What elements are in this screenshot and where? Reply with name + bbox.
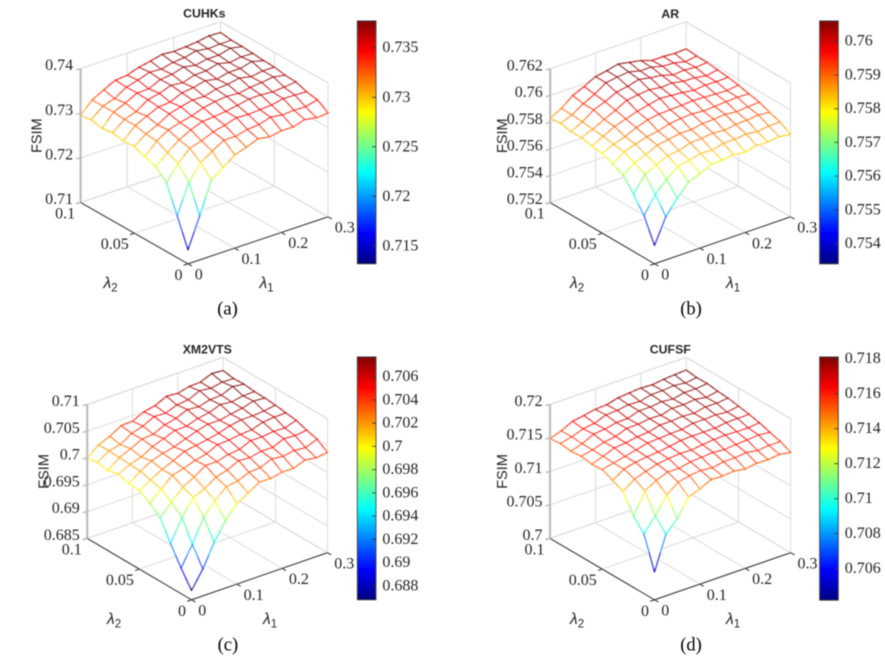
svg-text:0.756: 0.756 [507, 138, 543, 155]
svg-text:0.76: 0.76 [845, 33, 873, 50]
svg-text:FSIM: FSIM [495, 118, 511, 153]
svg-text:(a): (a) [217, 299, 238, 319]
svg-text:0: 0 [661, 267, 669, 284]
svg-text:0.718: 0.718 [845, 350, 881, 367]
svg-text:0.758: 0.758 [507, 111, 543, 128]
svg-text:0.696: 0.696 [382, 484, 418, 501]
svg-text:0.72: 0.72 [515, 393, 543, 410]
svg-text:0.05: 0.05 [569, 236, 597, 253]
svg-text:0.755: 0.755 [845, 201, 881, 218]
svg-text:(c): (c) [218, 635, 239, 655]
svg-text:0.71: 0.71 [845, 490, 873, 507]
svg-text:0.05: 0.05 [106, 572, 134, 589]
svg-text:0.71: 0.71 [52, 393, 80, 410]
svg-text:0.688: 0.688 [382, 577, 418, 594]
svg-text:0.74: 0.74 [45, 57, 73, 74]
svg-text:0.05: 0.05 [101, 236, 129, 253]
svg-text:FSIM: FSIM [37, 454, 53, 489]
svg-text:AR: AR [661, 7, 679, 21]
svg-text:0.2: 0.2 [289, 571, 309, 588]
svg-text:0.2: 0.2 [752, 571, 772, 588]
svg-text:0.754: 0.754 [507, 164, 543, 181]
svg-text:0: 0 [641, 603, 649, 620]
svg-text:0.762: 0.762 [507, 57, 543, 74]
svg-text:0.1: 0.1 [62, 541, 82, 558]
svg-text:0.715: 0.715 [507, 427, 543, 444]
svg-text:0.1: 0.1 [525, 206, 545, 223]
svg-text:0.698: 0.698 [382, 461, 418, 478]
svg-text:0: 0 [198, 603, 206, 620]
svg-text:0.712: 0.712 [845, 455, 881, 472]
svg-text:0.3: 0.3 [334, 556, 354, 573]
svg-text:0.706: 0.706 [845, 560, 881, 577]
svg-text:0.1: 0.1 [242, 251, 262, 268]
svg-text:0.71: 0.71 [515, 460, 543, 477]
svg-text:0: 0 [641, 267, 649, 284]
svg-text:0.714: 0.714 [845, 420, 881, 437]
svg-text:0.71: 0.71 [45, 191, 73, 208]
svg-text:0.758: 0.758 [845, 100, 881, 117]
svg-text:CUFSF: CUFSF [650, 342, 691, 356]
svg-text:0: 0 [661, 603, 669, 620]
svg-text:0.735: 0.735 [382, 39, 418, 56]
svg-text:(b): (b) [680, 299, 702, 319]
svg-text:0.72: 0.72 [382, 188, 410, 205]
svg-text:0.757: 0.757 [845, 134, 881, 151]
svg-text:0.752: 0.752 [507, 191, 543, 208]
svg-text:0.73: 0.73 [382, 89, 410, 106]
svg-text:0.754: 0.754 [845, 235, 881, 252]
svg-text:0.76: 0.76 [515, 84, 543, 101]
svg-text:0.1: 0.1 [244, 587, 264, 604]
svg-text:0.3: 0.3 [335, 220, 355, 237]
svg-text:XM2VTS: XM2VTS [183, 342, 232, 356]
svg-text:0.692: 0.692 [382, 531, 418, 548]
svg-text:0.705: 0.705 [507, 493, 543, 510]
svg-text:0: 0 [178, 603, 186, 620]
svg-text:0.2: 0.2 [288, 235, 308, 252]
svg-text:0.708: 0.708 [845, 525, 881, 542]
svg-text:0.706: 0.706 [382, 368, 418, 385]
svg-text:0.05: 0.05 [569, 572, 597, 589]
svg-text:0.1: 0.1 [707, 251, 727, 268]
svg-text:0.702: 0.702 [382, 415, 418, 432]
svg-text:0.1: 0.1 [707, 587, 727, 604]
svg-text:0.759: 0.759 [845, 67, 881, 84]
svg-text:CUHKs: CUHKs [183, 7, 226, 21]
svg-text:0.756: 0.756 [845, 168, 881, 185]
svg-text:0: 0 [175, 267, 183, 284]
svg-text:0.725: 0.725 [382, 138, 418, 155]
svg-text:0.72: 0.72 [45, 146, 73, 163]
svg-text:0: 0 [195, 267, 203, 284]
svg-text:0.715: 0.715 [382, 237, 418, 254]
svg-text:0.695: 0.695 [44, 473, 80, 490]
svg-text:0.1: 0.1 [525, 541, 545, 558]
svg-text:0.704: 0.704 [382, 392, 418, 409]
svg-text:0.1: 0.1 [55, 206, 75, 223]
svg-text:0.7: 0.7 [382, 438, 402, 455]
svg-text:0.705: 0.705 [44, 420, 80, 437]
svg-text:(d): (d) [680, 635, 702, 655]
svg-text:FSIM: FSIM [495, 454, 511, 489]
svg-text:0.7: 0.7 [523, 527, 543, 544]
svg-text:0.7: 0.7 [60, 447, 80, 464]
svg-text:0.694: 0.694 [382, 508, 418, 525]
svg-text:0.69: 0.69 [52, 500, 80, 517]
svg-text:0.69: 0.69 [382, 554, 410, 571]
svg-text:0.685: 0.685 [44, 527, 80, 544]
svg-text:0.3: 0.3 [797, 220, 817, 237]
svg-text:0.3: 0.3 [798, 556, 818, 573]
svg-text:FSIM: FSIM [30, 118, 46, 153]
svg-text:0.73: 0.73 [45, 102, 73, 119]
svg-text:0.716: 0.716 [845, 385, 881, 402]
svg-text:0.2: 0.2 [752, 235, 772, 252]
